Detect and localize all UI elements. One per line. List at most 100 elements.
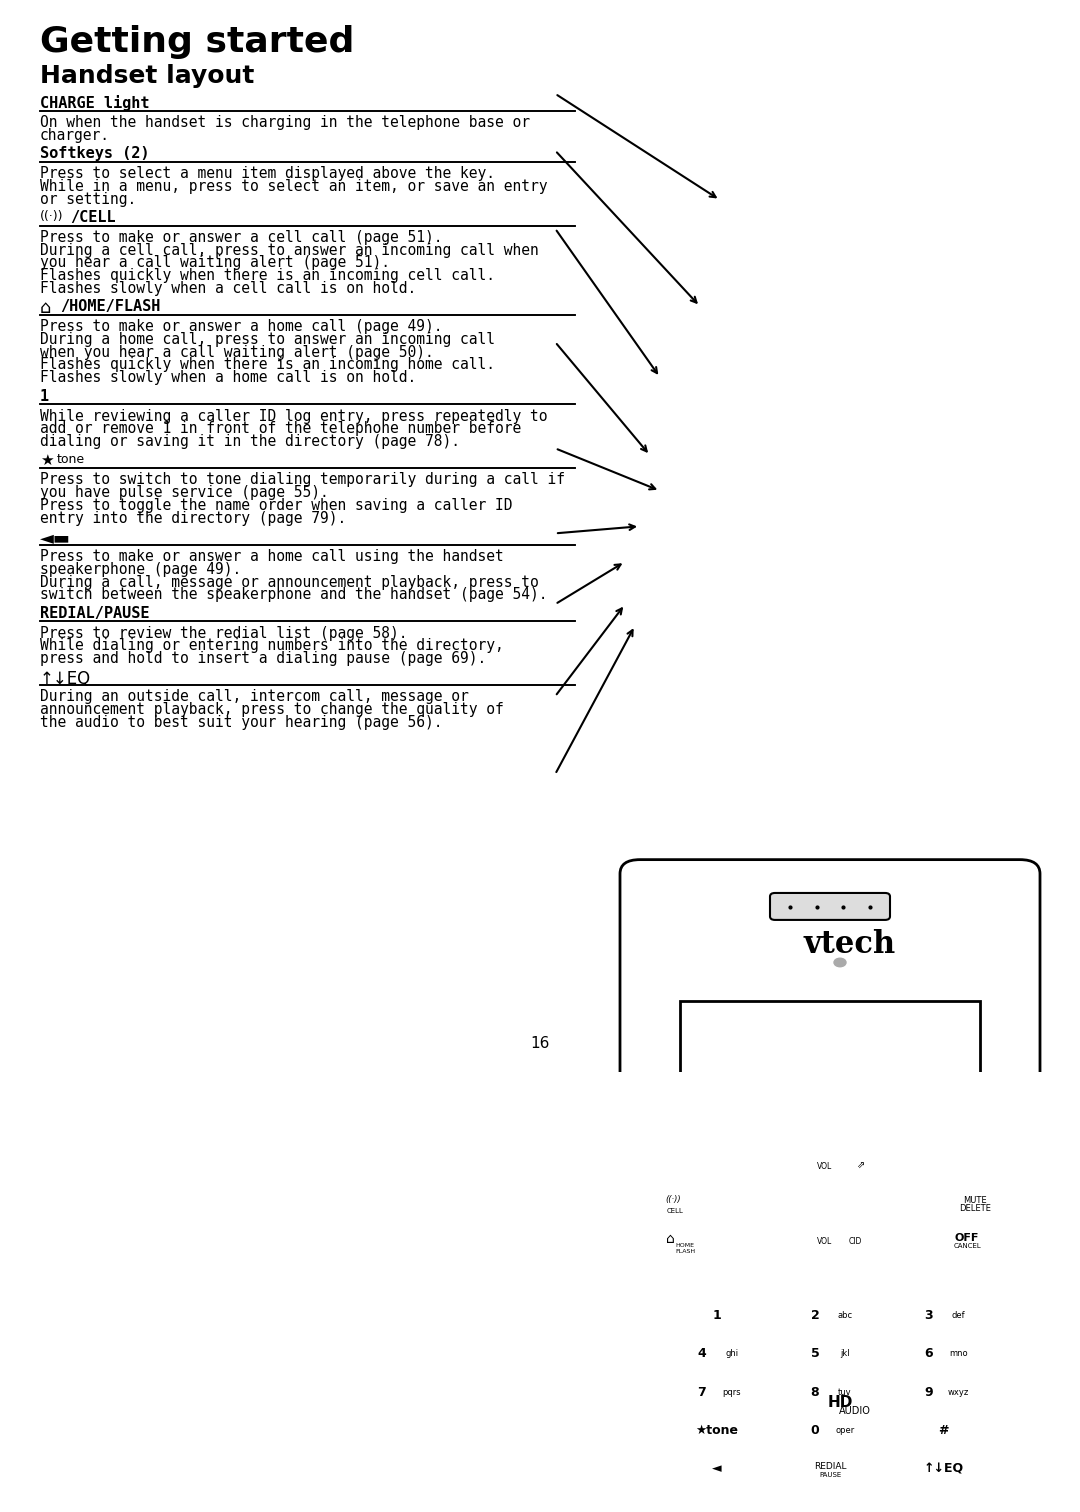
Text: you hear a call waiting alert (page 51).: you hear a call waiting alert (page 51). xyxy=(40,256,390,271)
Text: HOME
FLASH: HOME FLASH xyxy=(675,1243,696,1253)
FancyBboxPatch shape xyxy=(942,1188,1008,1219)
Text: 3: 3 xyxy=(924,1309,933,1321)
Text: tone: tone xyxy=(57,452,85,466)
Text: While in a menu, press to select an item, or save an entry: While in a menu, press to select an item… xyxy=(40,178,548,194)
Text: ghi: ghi xyxy=(725,1350,739,1358)
Circle shape xyxy=(653,1188,697,1219)
Text: During a cell call, press to answer an incoming call when: During a cell call, press to answer an i… xyxy=(40,242,539,257)
Text: CANCEL: CANCEL xyxy=(954,1243,981,1249)
Text: During a call, message or announcement playback, press to: During a call, message or announcement p… xyxy=(40,575,539,590)
Circle shape xyxy=(834,959,846,966)
Text: when you hear a call waiting alert (page 50).: when you hear a call waiting alert (page… xyxy=(40,345,434,360)
FancyBboxPatch shape xyxy=(888,1377,999,1411)
Text: 6: 6 xyxy=(924,1347,933,1361)
Text: 4: 4 xyxy=(698,1347,706,1361)
Text: charger.: charger. xyxy=(40,127,110,142)
FancyBboxPatch shape xyxy=(620,860,1040,1456)
Text: switch between the speakerphone and the handset (page 54).: switch between the speakerphone and the … xyxy=(40,587,548,602)
FancyBboxPatch shape xyxy=(680,1001,980,1143)
Text: HD: HD xyxy=(827,1394,853,1409)
FancyBboxPatch shape xyxy=(661,1453,772,1488)
Text: ◄▬: ◄▬ xyxy=(40,529,71,547)
Text: 2: 2 xyxy=(811,1309,820,1321)
Text: jkl: jkl xyxy=(840,1350,850,1358)
Text: 1: 1 xyxy=(40,389,49,404)
Text: ↑↓EQ: ↑↓EQ xyxy=(40,670,91,688)
Text: Softkeys (2): Softkeys (2) xyxy=(40,147,149,162)
FancyBboxPatch shape xyxy=(774,1415,886,1448)
Text: REDIAL/PAUSE: REDIAL/PAUSE xyxy=(40,606,149,621)
Text: Flashes slowly when a home call is on hold.: Flashes slowly when a home call is on ho… xyxy=(40,370,416,386)
Text: During a home call, press to answer an incoming call: During a home call, press to answer an i… xyxy=(40,333,495,346)
Circle shape xyxy=(800,1182,860,1225)
Text: REDIAL: REDIAL xyxy=(813,1462,847,1471)
Text: 5: 5 xyxy=(811,1347,820,1361)
Text: /HOME/FLASH: /HOME/FLASH xyxy=(60,299,160,314)
Text: press and hold to insert a dialing pause (page 69).: press and hold to insert a dialing pause… xyxy=(40,652,486,667)
Text: ★tone: ★tone xyxy=(696,1424,738,1436)
Text: Flashes slowly when a cell call is on hold.: Flashes slowly when a cell call is on ho… xyxy=(40,281,416,296)
Text: ⌂: ⌂ xyxy=(665,1232,674,1246)
Text: Getting started: Getting started xyxy=(40,24,354,59)
Text: ((·)): ((·)) xyxy=(665,1194,680,1204)
Text: CID: CID xyxy=(848,1237,862,1246)
Circle shape xyxy=(765,1158,895,1250)
FancyBboxPatch shape xyxy=(888,1415,999,1448)
FancyBboxPatch shape xyxy=(661,1377,772,1411)
Text: CHARGE light: CHARGE light xyxy=(40,95,149,110)
Text: ⌂: ⌂ xyxy=(40,298,52,316)
Text: the audio to best suit your hearing (page 56).: the audio to best suit your hearing (pag… xyxy=(40,715,443,730)
FancyBboxPatch shape xyxy=(774,1377,886,1411)
Text: vtech: vtech xyxy=(804,930,896,960)
Text: 0: 0 xyxy=(811,1424,820,1436)
Text: Press to switch to tone dialing temporarily during a call if: Press to switch to tone dialing temporar… xyxy=(40,472,565,487)
Text: Flashes quickly when there is an incoming home call.: Flashes quickly when there is an incomin… xyxy=(40,357,495,372)
Text: entry into the directory (page 79).: entry into the directory (page 79). xyxy=(40,511,347,526)
Text: you have pulse service (page 55).: you have pulse service (page 55). xyxy=(40,485,328,500)
Text: mno: mno xyxy=(949,1350,968,1358)
Text: 1: 1 xyxy=(713,1309,721,1321)
FancyBboxPatch shape xyxy=(680,1145,980,1158)
Text: DELETE: DELETE xyxy=(959,1204,991,1213)
Text: or setting.: or setting. xyxy=(40,192,136,207)
Text: While reviewing a caller ID log entry, press repeatedly to: While reviewing a caller ID log entry, p… xyxy=(40,408,548,423)
Text: #: # xyxy=(939,1424,948,1436)
Text: AUDIO: AUDIO xyxy=(839,1406,870,1417)
Text: ↑↓EQ: ↑↓EQ xyxy=(923,1462,963,1476)
FancyBboxPatch shape xyxy=(888,1453,999,1488)
Text: Press to make or answer a home call (page 49).: Press to make or answer a home call (pag… xyxy=(40,319,443,334)
Text: pqrs: pqrs xyxy=(723,1388,741,1397)
Text: MUTE: MUTE xyxy=(963,1196,987,1205)
FancyBboxPatch shape xyxy=(774,1453,886,1488)
FancyBboxPatch shape xyxy=(774,1338,886,1373)
FancyBboxPatch shape xyxy=(770,894,890,919)
Text: On when the handset is charging in the telephone base or: On when the handset is charging in the t… xyxy=(40,115,530,130)
Text: VOL: VOL xyxy=(818,1237,833,1246)
Text: add or remove 1 in front of the telephone number before: add or remove 1 in front of the telephon… xyxy=(40,422,522,437)
Text: 9: 9 xyxy=(924,1387,933,1399)
FancyBboxPatch shape xyxy=(661,1300,772,1334)
Text: ◄: ◄ xyxy=(712,1462,721,1476)
Text: 8: 8 xyxy=(811,1387,820,1399)
Text: oper: oper xyxy=(835,1426,854,1435)
Text: PAUSE: PAUSE xyxy=(819,1471,841,1477)
Text: ((·)): ((·)) xyxy=(40,210,64,222)
Text: def: def xyxy=(951,1311,966,1320)
Text: wxyz: wxyz xyxy=(948,1388,969,1397)
Text: ★: ★ xyxy=(40,452,54,467)
FancyBboxPatch shape xyxy=(888,1300,999,1334)
FancyBboxPatch shape xyxy=(661,1415,772,1448)
Text: CELL: CELL xyxy=(666,1208,684,1214)
Text: 16: 16 xyxy=(530,1036,550,1051)
Text: ⇗: ⇗ xyxy=(856,1161,864,1170)
Text: abc: abc xyxy=(837,1311,852,1320)
Text: During an outside call, intercom call, message or: During an outside call, intercom call, m… xyxy=(40,689,469,705)
Text: Press to toggle the name order when saving a caller ID: Press to toggle the name order when savi… xyxy=(40,497,513,513)
Text: dialing or saving it in the directory (page 78).: dialing or saving it in the directory (p… xyxy=(40,434,460,449)
Text: 7: 7 xyxy=(698,1387,706,1399)
FancyBboxPatch shape xyxy=(661,1338,772,1373)
FancyBboxPatch shape xyxy=(932,1226,1008,1255)
Text: speakerphone (page 49).: speakerphone (page 49). xyxy=(40,562,241,576)
Text: Press to make or answer a cell call (page 51).: Press to make or answer a cell call (pag… xyxy=(40,230,443,245)
Text: /CELL: /CELL xyxy=(70,210,116,225)
